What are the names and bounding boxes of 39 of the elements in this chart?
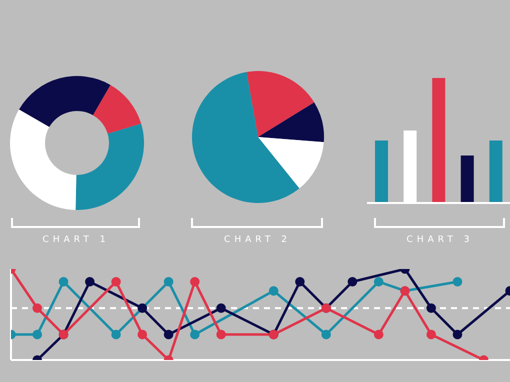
point	[32, 330, 42, 340]
point	[138, 330, 148, 340]
bar	[375, 140, 388, 203]
bar	[460, 156, 474, 203]
pie-slice	[258, 102, 324, 142]
text: CHART 3	[406, 235, 474, 245]
point	[426, 330, 436, 340]
pie-slice	[192, 72, 300, 203]
point	[321, 330, 331, 340]
point	[85, 276, 95, 286]
point	[111, 276, 121, 286]
text: CHART 2	[223, 235, 292, 245]
point	[348, 276, 358, 286]
point	[190, 276, 200, 286]
point	[164, 330, 174, 340]
pie-slice	[258, 137, 324, 188]
point	[32, 303, 42, 313]
donut-slice	[10, 110, 76, 210]
point	[216, 303, 226, 313]
point	[452, 330, 462, 340]
donut-slice	[93, 84, 142, 134]
point	[374, 276, 384, 286]
point	[374, 330, 384, 340]
point	[164, 276, 174, 286]
point	[426, 303, 436, 313]
point	[111, 330, 121, 340]
donut-slice	[76, 124, 144, 210]
bar	[489, 140, 502, 203]
point	[295, 276, 305, 286]
text: CHART 1	[42, 235, 110, 245]
point	[58, 276, 68, 286]
pie-slice	[246, 71, 314, 137]
point	[138, 303, 148, 313]
point	[190, 330, 200, 340]
point	[268, 286, 278, 296]
bar	[432, 78, 446, 203]
point	[216, 330, 226, 340]
point	[452, 276, 462, 286]
donut-slice	[18, 76, 110, 127]
